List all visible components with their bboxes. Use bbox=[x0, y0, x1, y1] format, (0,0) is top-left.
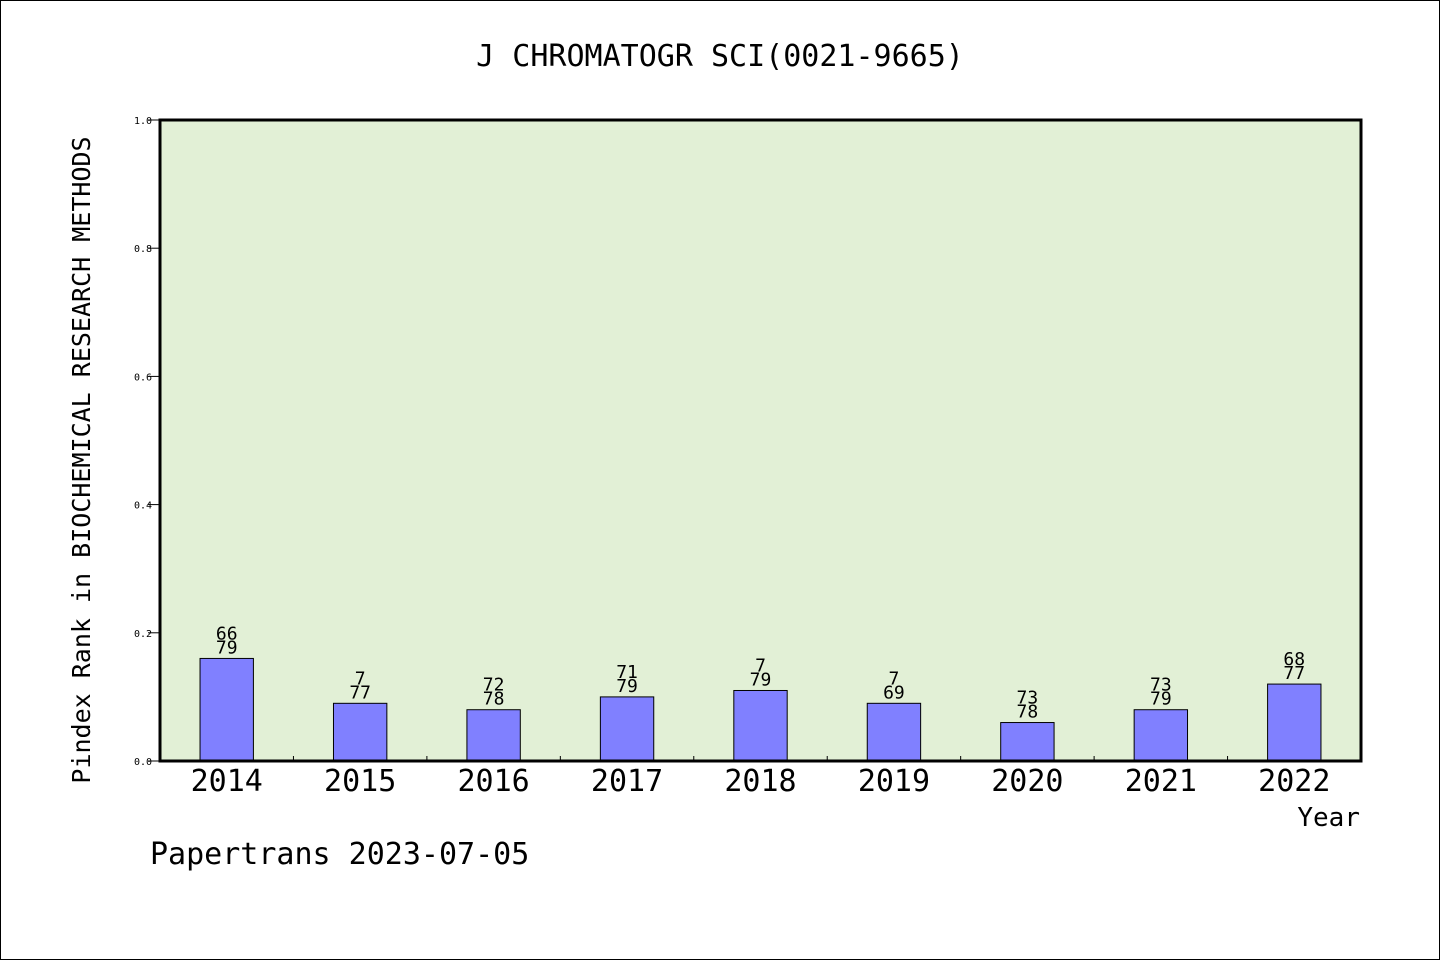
bar-2017 bbox=[599, 696, 655, 762]
y-tick-label: 1.0 bbox=[134, 116, 152, 127]
bar-2022 bbox=[1267, 683, 1322, 762]
bar-label-top: 66 bbox=[216, 623, 238, 644]
bar-label-bottom: 77 bbox=[1283, 663, 1305, 684]
bar-2020 bbox=[1000, 722, 1055, 762]
y-tick-label: 0.8 bbox=[134, 244, 152, 255]
bar-label-top: 73 bbox=[1150, 675, 1172, 696]
bar-label-bottom: 77 bbox=[349, 682, 371, 703]
x-axis-ticks: 2014 2015 2016 2017 2018 2019 2020 2021 2022 bbox=[191, 756, 1330, 799]
bar-label-top: 72 bbox=[483, 675, 505, 696]
x-tick-label: 2018 bbox=[724, 764, 796, 799]
y-axis-ticks: 0.0 0.2 0.4 0.6 0.8 1.0 bbox=[134, 116, 160, 768]
bar-label-bottom: 79 bbox=[216, 637, 238, 658]
bar-label-bottom: 78 bbox=[1017, 702, 1039, 723]
plot-border bbox=[158, 118, 1363, 763]
x-tick-label: 2014 bbox=[191, 764, 263, 799]
x-tick-label: 2019 bbox=[858, 764, 930, 799]
bar-2021 bbox=[1133, 709, 1189, 762]
plot-area bbox=[160, 120, 1361, 761]
bar-label-top: 7 bbox=[755, 655, 766, 676]
bar-label-top: 7 bbox=[355, 668, 366, 689]
bar-label-bottom: 78 bbox=[483, 689, 505, 710]
x-axis-label: Year bbox=[1297, 803, 1360, 833]
y-tick-label: 0.4 bbox=[134, 501, 152, 512]
y-axis-label: Pindex Rank in BIOCHEMICAL RESEARCH METH… bbox=[67, 136, 96, 783]
x-tick-label: 2020 bbox=[991, 764, 1063, 799]
x-tick-label: 2017 bbox=[591, 764, 663, 799]
bar-label-bottom: 79 bbox=[616, 676, 638, 697]
y-tick-label: 0.0 bbox=[134, 757, 152, 768]
bar-label-top: 71 bbox=[616, 662, 638, 683]
chart-title: J CHROMATOGR SCI(0021-9665) bbox=[476, 39, 964, 74]
bar-label-top: 7 bbox=[889, 668, 900, 689]
bar-2016 bbox=[466, 709, 521, 762]
bar-2019 bbox=[866, 702, 922, 762]
x-tick-label: 2016 bbox=[457, 764, 529, 799]
bar-label-bottom: 69 bbox=[883, 682, 905, 703]
bar-2014 bbox=[199, 657, 254, 762]
bar-label-top: 68 bbox=[1283, 649, 1305, 670]
bar-2018 bbox=[733, 689, 788, 762]
bars bbox=[199, 657, 1322, 762]
x-tick-label: 2022 bbox=[1258, 764, 1330, 799]
y-tick-label: 0.6 bbox=[134, 372, 152, 383]
footer-text: Papertrans 2023-07-05 bbox=[150, 837, 529, 872]
y-tick-label: 0.2 bbox=[134, 629, 152, 640]
x-tick-label: 2021 bbox=[1125, 764, 1197, 799]
bar-label-bottom: 79 bbox=[1150, 689, 1172, 710]
bar-label-top: 73 bbox=[1017, 688, 1039, 709]
bar-2015 bbox=[332, 702, 388, 762]
x-tick-label: 2015 bbox=[324, 764, 396, 799]
bar-label-bottom: 79 bbox=[750, 669, 772, 690]
